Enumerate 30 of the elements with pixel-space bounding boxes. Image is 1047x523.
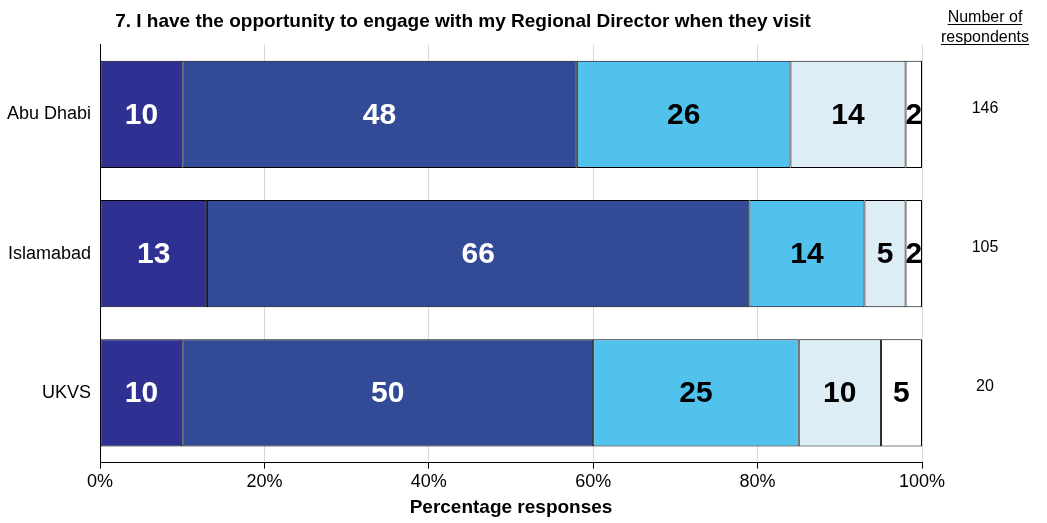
text: 146 (971, 98, 999, 116)
text: 20 (976, 377, 994, 395)
data-label: 10 (823, 375, 857, 409)
text: Number of respondents (940, 8, 1030, 45)
x-tick-label: 60% (575, 471, 612, 492)
data-label: 50 (371, 375, 405, 409)
data-label: 13 (137, 235, 171, 269)
y-tick-label: UKVS (42, 381, 92, 402)
data-label: 10 (124, 375, 159, 409)
x-tick-label: 0% (87, 471, 114, 492)
data-label: 14 (790, 235, 824, 269)
data-label: 26 (666, 96, 701, 130)
data-label: 10 (124, 96, 159, 130)
x-tick-label: 100% (898, 471, 946, 492)
data-label: 25 (679, 375, 713, 409)
data-label: 66 (461, 235, 495, 269)
x-tick-label: 20% (246, 471, 283, 492)
y-tick-label: Islamabad (8, 242, 92, 263)
chart-title: 7. I have the opportunity to engage with my Regional Director when they visit (115, 9, 812, 31)
data-label: 2 (905, 235, 923, 269)
data-label: 5 (876, 235, 894, 269)
data-label: 48 (362, 96, 397, 130)
text: 105 (971, 238, 999, 256)
y-tick-label: Abu Dhabi (7, 103, 92, 124)
x-axis-title: Percentage responses (409, 495, 613, 517)
x-tick-label: 40% (410, 471, 447, 492)
data-label: 5 (893, 375, 910, 409)
data-label: 14 (831, 96, 866, 130)
data-label: 2 (905, 96, 923, 130)
x-tick-label: 80% (739, 471, 776, 492)
